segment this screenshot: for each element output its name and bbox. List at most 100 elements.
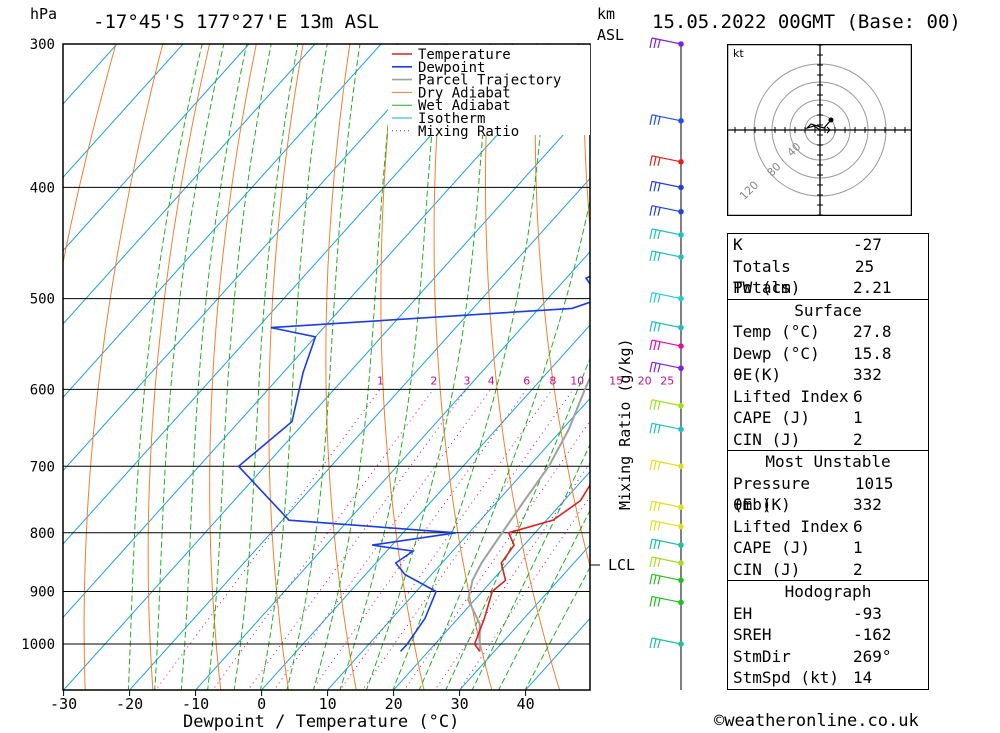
mixing-ratio-label: 3: [463, 374, 470, 387]
wind-barb-icon: [649, 205, 682, 216]
x-tick-label: -10: [182, 695, 209, 713]
location-title: -17°45'S 177°27'E 13m ASL: [93, 11, 379, 33]
legend-entry: Isotherm: [418, 111, 485, 127]
wind-barb-icon: [649, 37, 682, 49]
surface-temp-value: 27.8: [853, 322, 892, 341]
x-tick-label: 30: [451, 695, 469, 713]
mu-cape-value: 1: [853, 538, 863, 557]
pressure-unit: hPa: [30, 5, 58, 23]
legend-entry: Wet Adiabat: [418, 98, 511, 114]
k-index-row: K -27: [728, 234, 928, 256]
pressure-tick-label: 300: [30, 37, 55, 53]
surface-cape-value: 1: [853, 408, 863, 427]
wet-adiabat-line: [445, 357, 590, 690]
k-index-value: -27: [853, 235, 882, 254]
mixing-ratio-label: 6: [523, 374, 530, 387]
isotherm-line: [458, 544, 590, 690]
mu-theta-label: θE (K): [733, 495, 791, 514]
mixing-ratio-line: [434, 461, 590, 690]
pw-row: PW (cm) 2.21: [728, 277, 928, 299]
dry-adiabat-line: [433, 44, 493, 690]
footer-credit[interactable]: ©weatheronline.co.uk: [714, 711, 919, 731]
x-tick-label: 40: [517, 695, 535, 713]
wet-adiabat-line: [286, 44, 361, 690]
hodograph-section: Hodograph EH -93 SREH -162 StmDir 269° StmS…: [728, 580, 928, 689]
isotherm-line: [63, 44, 514, 545]
eh-label: EH: [733, 603, 753, 623]
mixing-ratio-line: [339, 389, 553, 690]
wind-barb-icon: [649, 321, 682, 332]
mixing-ratio-label: 25: [660, 374, 674, 387]
surface-cape-label: CAPE (J): [733, 408, 811, 427]
mu-cape-label: CAPE (J): [733, 538, 811, 557]
pressure-tick-label: 900: [30, 584, 55, 600]
wet-adiabat-line: [524, 566, 590, 690]
hodograph-title: Hodograph: [784, 582, 872, 601]
most-unstable-section: Most Unstable Pressure (mb) 1015 θE (K) 33…: [728, 450, 928, 580]
sreh-label: SREH: [733, 625, 772, 644]
isotherm-line: [326, 397, 590, 690]
wind-barb-icon: [649, 180, 682, 192]
pressure-tick-label: 800: [30, 526, 55, 542]
isotherm-line: [63, 44, 118, 105]
stmspd-value: 14: [853, 668, 873, 687]
dry-adiabat-line: [958, 44, 1000, 692]
totals-value: 25: [854, 256, 875, 276]
dewpoint-profile: [237, 51, 590, 652]
sreh-value: -162: [853, 625, 892, 644]
wind-barb-icon: [649, 114, 682, 125]
surface-section: Surface Temp (°C) 27.8 Dewp (°C) 15.8 θE(K…: [728, 298, 928, 451]
mixing-ratio-line: [155, 389, 381, 690]
hodograph-unit: kt: [733, 47, 744, 60]
wind-barb-icon: [649, 361, 682, 373]
surface-li-label: Lifted Index: [733, 386, 849, 406]
legend-entry: Parcel Trajectory: [418, 73, 561, 89]
mixing-ratio-label: 20: [638, 374, 652, 387]
legend-entry: Mixing Ratio: [418, 124, 519, 140]
parcel-trajectory-profile: [467, 375, 590, 652]
surface-dewp-value: 15.8: [853, 343, 892, 363]
mixing-ratio-label: 1: [377, 374, 384, 387]
isotherm-line: [128, 177, 590, 690]
pw-label: PW (cm): [733, 278, 801, 297]
legend-entry: Dewpoint: [418, 60, 485, 76]
mixing-ratio-axis-label: Mixing Ratio (g/kg): [616, 338, 634, 510]
legend-entry: Dry Adiabat: [418, 85, 511, 101]
pressure-tick-label: 500: [30, 292, 55, 308]
totals-row: Totals Totals 25: [728, 256, 928, 298]
dry-adiabat-line: [268, 44, 304, 690]
isotherm-line: [392, 471, 590, 690]
temperature-profile: [473, 483, 590, 652]
mixing-ratio-label: 8: [549, 374, 556, 387]
wet-adiabat-line: [339, 44, 441, 690]
mixing-ratio-label: 2: [430, 374, 437, 387]
totals-label: Totals Totals: [733, 256, 791, 298]
stmspd-label: StmSpd (kt): [733, 668, 839, 687]
wind-barb-icon: [649, 399, 682, 410]
mu-theta-value: 332: [853, 495, 882, 514]
wind-barb-icon: [649, 422, 682, 434]
pressure-tick-label: 600: [30, 382, 55, 398]
stmdir-label: StmDir: [733, 646, 791, 666]
lcl-label: LCL: [608, 556, 635, 574]
dry-adiabat-line: [534, 44, 590, 569]
asl-label: ASL: [597, 26, 625, 44]
wet-adiabat-line: [365, 44, 491, 690]
surface-title: Surface: [794, 300, 862, 320]
mixing-ratio-label: 4: [488, 374, 495, 387]
k-index-label: K: [733, 235, 743, 254]
x-tick-label: 10: [319, 695, 337, 713]
wind-barb-icon: [649, 250, 682, 262]
eh-value: -93: [853, 603, 882, 623]
wind-barb-icon: [649, 500, 682, 512]
isotherm-line: [63, 44, 316, 325]
isotherm-line: [63, 44, 382, 399]
surface-dewp-label: Dewp (°C): [733, 343, 820, 363]
pressure-tick-label: 1000: [21, 637, 55, 653]
most-unstable-title: Most Unstable: [765, 452, 891, 471]
mu-pressure-label: Pressure (mb): [733, 473, 811, 515]
surface-cin-value: 2: [853, 429, 863, 449]
surface-cin-label: CIN (J): [733, 429, 801, 449]
wind-barb-icon: [649, 595, 682, 607]
